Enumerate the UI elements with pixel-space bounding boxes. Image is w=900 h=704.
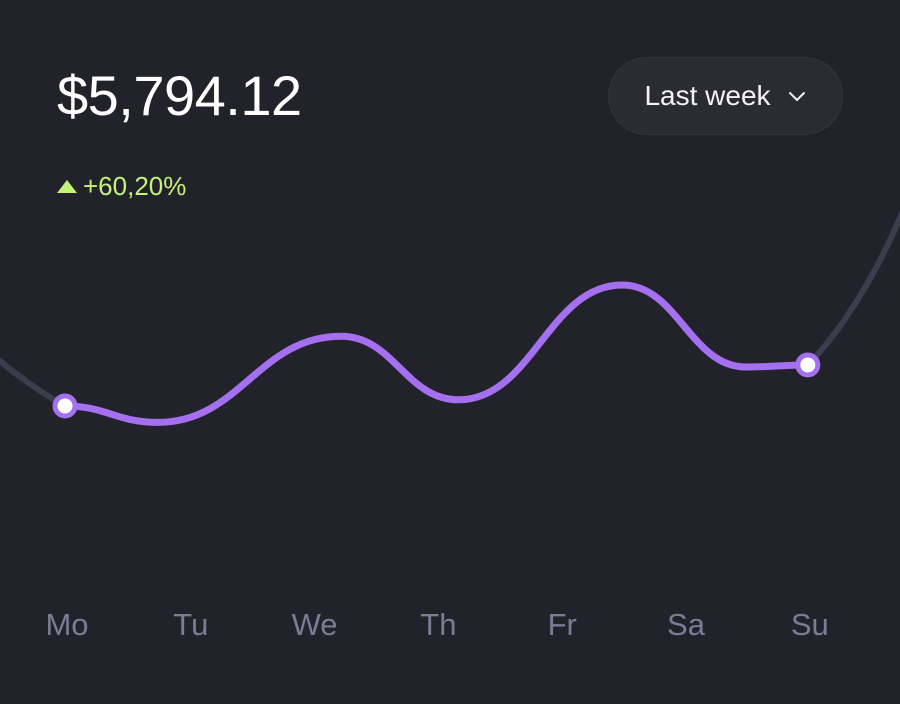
triangle-up-icon xyxy=(57,179,77,193)
x-tick-label-fr: Fr xyxy=(548,607,577,642)
x-tick-label-sa: Sa xyxy=(667,607,706,642)
change-indicator: +60,20% xyxy=(57,170,186,202)
trend-tail-right xyxy=(804,209,900,368)
x-tick-label-tu: Tu xyxy=(173,607,208,642)
chevron-down-icon xyxy=(788,92,805,101)
x-tick-label-we: We xyxy=(292,607,338,642)
x-tick-label-mo: Mo xyxy=(45,607,88,642)
data-point-mo[interactable] xyxy=(52,393,78,419)
balance-amount: $5,794.12 xyxy=(57,64,302,127)
x-tick-label-su: Su xyxy=(791,607,829,642)
period-label: Last week xyxy=(644,80,771,111)
series-line xyxy=(61,281,812,426)
data-point-su[interactable] xyxy=(795,352,821,378)
x-tick-label-th: Th xyxy=(420,607,456,642)
change-value: +60,20% xyxy=(83,171,187,201)
period-dropdown[interactable]: Last week xyxy=(608,57,843,135)
